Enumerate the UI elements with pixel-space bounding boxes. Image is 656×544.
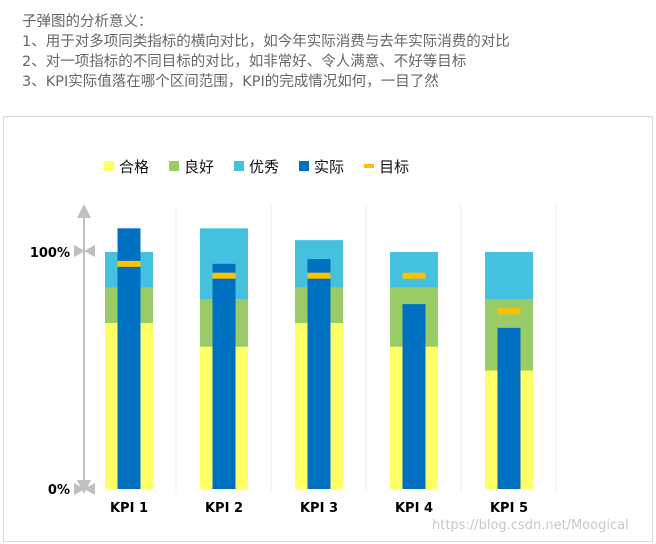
intro-line-3: 3、KPI实际值落在哪个区间范围，KPI的完成情况如何，一目了然: [22, 74, 439, 90]
legend-label-excellent: 优秀: [249, 157, 280, 176]
band-excellent-5: [485, 252, 533, 300]
marker-target-5: [497, 308, 521, 315]
intro-line-2: 2、对一项指标的不同目标的对比，如非常好、令人满意、不好等目标: [22, 54, 467, 70]
legend-swatch-actual: [299, 161, 310, 171]
legend-item-good: 良好: [169, 156, 214, 177]
y-tick-label-0: 0%: [48, 483, 70, 498]
bar-actual-2: [212, 263, 236, 489]
y-axis-arrow-top: [77, 204, 91, 218]
tick-marker-100-right: [84, 245, 95, 257]
chart-legend: 合格 良好 优秀 实际 目标: [104, 155, 429, 177]
bar-actual-5: [497, 327, 521, 489]
x-tick-label-4: KPI 4: [395, 501, 433, 516]
bar-actual-4: [402, 304, 426, 489]
x-tick-label-3: KPI 3: [300, 501, 338, 516]
marker-target-2: [212, 272, 236, 279]
marker-target-4: [402, 272, 426, 279]
intro-title: 子弹图的分析意义：: [22, 14, 153, 30]
legend-swatch-excellent: [234, 161, 245, 171]
bar-actual-3: [307, 259, 331, 489]
intro-text: 子弹图的分析意义： 1、用于对多项同类指标的横向对比，如今年实际消费与去年实际消…: [22, 12, 510, 92]
x-tick-label-5: KPI 5: [490, 501, 528, 516]
legend-swatch-target: [364, 164, 375, 168]
y-axis-arrow-bottom: [77, 480, 91, 494]
bar-actual-1: [117, 228, 141, 490]
tick-marker-0-left: [74, 483, 85, 495]
legend-item-pass: 合格: [104, 156, 149, 177]
legend-label-target: 目标: [379, 157, 410, 176]
band-excellent-4: [390, 252, 438, 288]
tick-marker-0-right: [84, 483, 95, 495]
x-tick-label-2: KPI 2: [205, 501, 243, 516]
legend-item-target: 目标: [364, 156, 409, 177]
legend-swatch-good: [169, 161, 180, 171]
legend-label-pass: 合格: [119, 157, 150, 176]
legend-item-excellent: 优秀: [234, 156, 279, 177]
marker-target-1: [117, 260, 141, 267]
x-tick-label-1: KPI 1: [110, 501, 148, 516]
legend-item-actual: 实际: [299, 156, 344, 177]
y-tick-label-1: 100%: [30, 246, 70, 261]
watermark: https://blog.csdn.net/Moogical: [432, 518, 629, 533]
legend-label-actual: 实际: [314, 157, 345, 176]
legend-label-good: 良好: [184, 157, 215, 176]
intro-line-1: 1、用于对多项同类指标的横向对比，如今年实际消费与去年实际消费的对比: [22, 34, 510, 50]
marker-target-3: [307, 272, 331, 279]
legend-swatch-pass: [104, 161, 114, 171]
tick-marker-100-left: [74, 245, 85, 257]
